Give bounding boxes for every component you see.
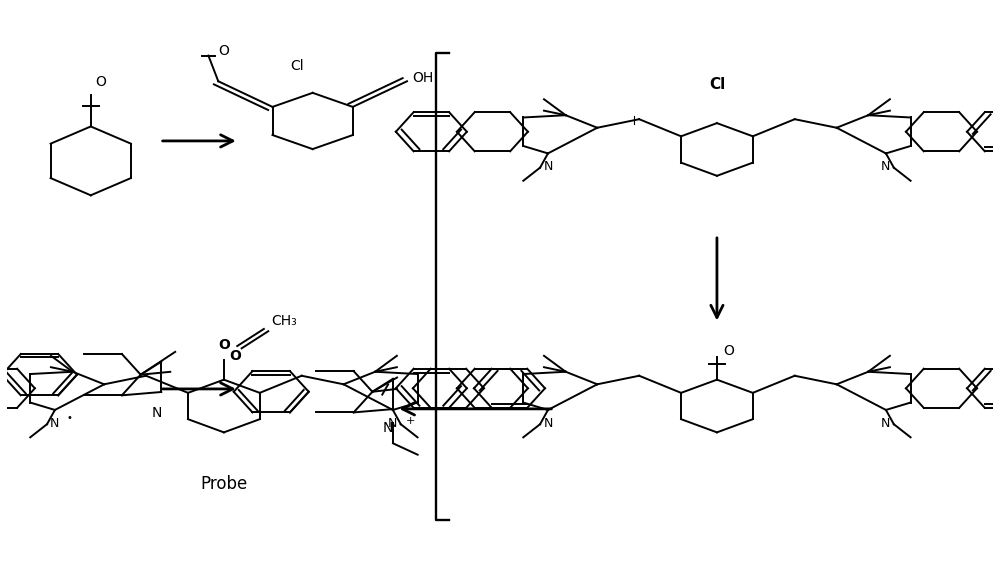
Text: Probe: Probe bbox=[200, 475, 248, 493]
Text: OH: OH bbox=[412, 71, 433, 85]
Text: Cl: Cl bbox=[709, 77, 725, 92]
Text: O: O bbox=[723, 344, 734, 358]
Text: O: O bbox=[96, 75, 107, 89]
Text: O: O bbox=[229, 349, 241, 363]
Text: N: N bbox=[383, 420, 393, 434]
Text: N: N bbox=[543, 417, 553, 430]
Text: O: O bbox=[218, 339, 230, 353]
Text: N: N bbox=[50, 417, 60, 430]
Text: •: • bbox=[67, 413, 73, 423]
Text: N: N bbox=[543, 160, 553, 173]
Text: CH₃: CH₃ bbox=[271, 314, 297, 328]
Text: N: N bbox=[881, 160, 891, 173]
Text: N: N bbox=[388, 417, 398, 430]
Text: O: O bbox=[218, 44, 229, 58]
Text: N: N bbox=[151, 406, 162, 420]
Text: N: N bbox=[881, 417, 891, 430]
Text: Cl: Cl bbox=[290, 59, 304, 72]
Text: +: + bbox=[406, 416, 415, 426]
